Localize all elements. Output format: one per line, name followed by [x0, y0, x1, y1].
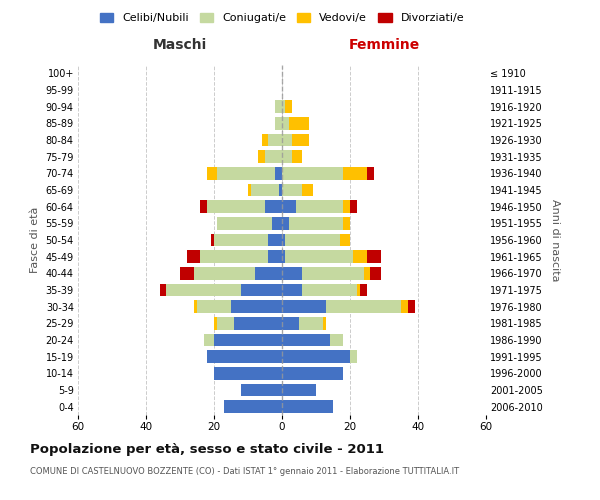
Bar [272, 217, 282, 230]
Bar [282, 217, 289, 230]
Bar [275, 117, 282, 130]
Bar [282, 117, 289, 130]
Bar [214, 367, 282, 380]
Bar [289, 117, 309, 130]
Bar [350, 200, 357, 213]
Bar [299, 317, 323, 330]
Bar [282, 334, 329, 346]
Bar [282, 284, 302, 296]
Bar [302, 184, 313, 196]
Bar [231, 300, 282, 313]
Bar [292, 150, 302, 163]
Bar [268, 234, 282, 246]
Bar [408, 300, 415, 313]
Bar [262, 134, 268, 146]
Bar [251, 184, 278, 196]
Bar [265, 150, 282, 163]
Bar [350, 350, 357, 363]
Bar [401, 300, 408, 313]
Bar [353, 250, 367, 263]
Text: Popolazione per età, sesso e stato civile - 2011: Popolazione per età, sesso e stato civil… [30, 442, 384, 456]
Bar [286, 234, 340, 246]
Bar [282, 250, 286, 263]
Bar [302, 267, 364, 280]
Bar [207, 200, 265, 213]
Bar [302, 284, 357, 296]
Bar [286, 100, 292, 113]
Bar [258, 150, 265, 163]
Bar [282, 350, 350, 363]
Bar [214, 234, 268, 246]
Bar [292, 134, 309, 146]
Bar [214, 317, 217, 330]
Bar [367, 250, 380, 263]
Bar [282, 317, 299, 330]
Bar [207, 167, 217, 179]
Bar [282, 367, 343, 380]
Bar [340, 234, 350, 246]
Bar [282, 400, 333, 413]
Bar [282, 200, 296, 213]
Bar [357, 284, 360, 296]
Bar [275, 100, 282, 113]
Bar [224, 400, 282, 413]
Bar [282, 134, 292, 146]
Bar [343, 200, 350, 213]
Bar [282, 184, 302, 196]
Text: Femmine: Femmine [349, 38, 419, 52]
Bar [289, 217, 343, 230]
Bar [282, 150, 292, 163]
Bar [364, 267, 370, 280]
Bar [200, 200, 207, 213]
Text: Maschi: Maschi [153, 38, 207, 52]
Y-axis label: Anni di nascita: Anni di nascita [550, 198, 560, 281]
Bar [248, 184, 251, 196]
Bar [235, 317, 282, 330]
Bar [282, 267, 302, 280]
Bar [343, 217, 350, 230]
Bar [160, 284, 166, 296]
Bar [180, 267, 194, 280]
Bar [282, 300, 326, 313]
Text: COMUNE DI CASTELNUOVO BOZZENTE (CO) - Dati ISTAT 1° gennaio 2011 - Elaborazione : COMUNE DI CASTELNUOVO BOZZENTE (CO) - Da… [30, 468, 459, 476]
Bar [286, 250, 353, 263]
Bar [282, 384, 316, 396]
Legend: Celibi/Nubili, Coniugati/e, Vedovi/e, Divorziati/e: Celibi/Nubili, Coniugati/e, Vedovi/e, Di… [95, 8, 469, 28]
Bar [255, 267, 282, 280]
Bar [268, 134, 282, 146]
Bar [200, 250, 268, 263]
Bar [296, 200, 343, 213]
Bar [268, 250, 282, 263]
Bar [278, 184, 282, 196]
Bar [211, 234, 214, 246]
Bar [265, 200, 282, 213]
Bar [241, 284, 282, 296]
Bar [367, 167, 374, 179]
Bar [282, 167, 343, 179]
Bar [323, 317, 326, 330]
Bar [343, 167, 367, 179]
Bar [207, 350, 282, 363]
Bar [214, 334, 282, 346]
Bar [194, 267, 255, 280]
Bar [326, 300, 401, 313]
Bar [217, 167, 275, 179]
Bar [329, 334, 343, 346]
Y-axis label: Fasce di età: Fasce di età [30, 207, 40, 273]
Bar [187, 250, 200, 263]
Bar [217, 217, 272, 230]
Bar [282, 234, 286, 246]
Bar [204, 334, 214, 346]
Bar [241, 384, 282, 396]
Bar [282, 100, 286, 113]
Bar [197, 300, 231, 313]
Bar [166, 284, 241, 296]
Bar [217, 317, 235, 330]
Bar [360, 284, 367, 296]
Bar [194, 300, 197, 313]
Bar [275, 167, 282, 179]
Bar [370, 267, 380, 280]
